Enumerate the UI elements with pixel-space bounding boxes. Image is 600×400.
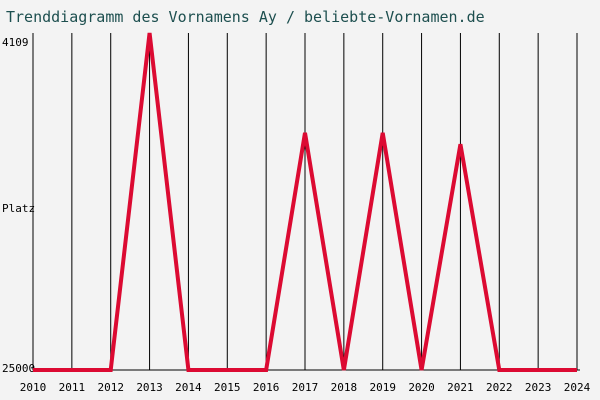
x-tick-labels: 2010 2011 2012 2013 2014 2015 2016 2017 2018 2019… [20, 381, 591, 394]
x-tick-label-2015: 2015 [214, 381, 241, 394]
x-tick-label-2018: 2018 [331, 381, 358, 394]
y-tick-top: 4109 [2, 36, 29, 49]
x-tick-label-2012: 2012 [97, 381, 124, 394]
x-tick-label-2021: 2021 [447, 381, 474, 394]
y-tick-bottom: 25000 [2, 362, 35, 375]
x-tick-label-2019: 2019 [369, 381, 396, 394]
x-tick-label-2024: 2024 [564, 381, 591, 394]
x-tick-label-2016: 2016 [253, 381, 280, 394]
series-group [33, 32, 577, 372]
x-tick-label-2011: 2011 [59, 381, 86, 394]
x-tick-label-2020: 2020 [408, 381, 435, 394]
x-tick-label-2017: 2017 [292, 381, 319, 394]
series-line-0 [33, 32, 577, 372]
grid-lines [71, 33, 578, 370]
chart-title: Trenddiagramm des Vornamens Ay / beliebt… [6, 8, 485, 26]
x-tick-label-2013: 2013 [136, 381, 163, 394]
y-axis-label: Platz [2, 202, 35, 215]
x-tick-label-2010: 2010 [20, 381, 47, 394]
x-tick-label-2023: 2023 [525, 381, 552, 394]
x-tick-label-2022: 2022 [486, 381, 513, 394]
x-tick-label-2014: 2014 [175, 381, 202, 394]
